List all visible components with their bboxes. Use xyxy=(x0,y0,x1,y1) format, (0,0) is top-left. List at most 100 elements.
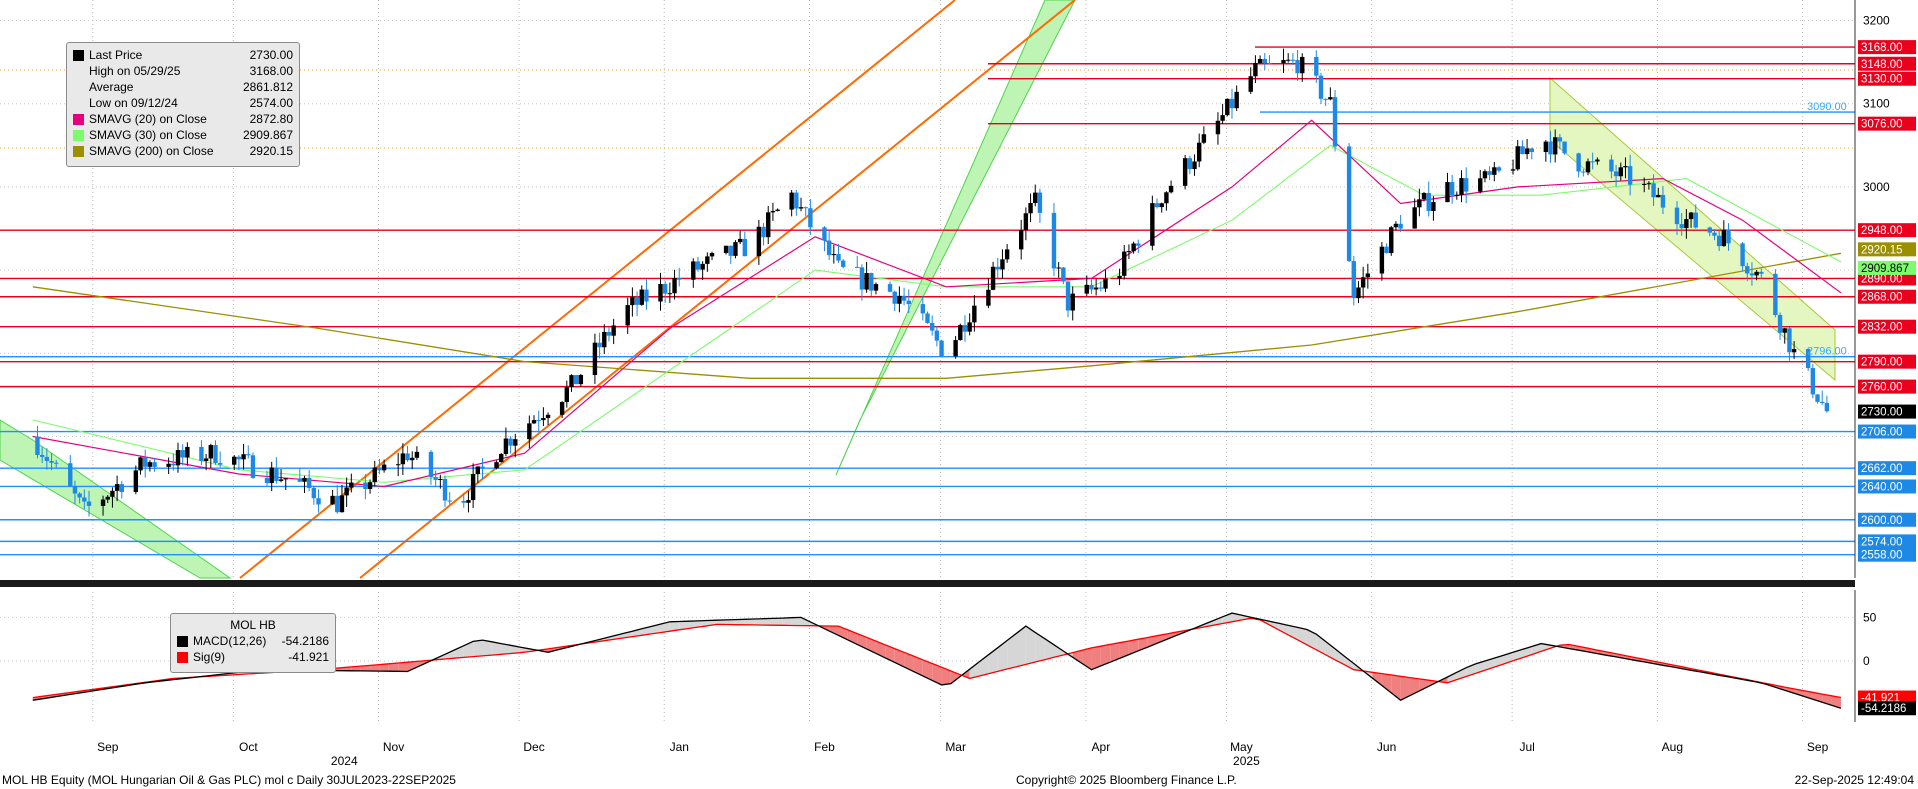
candle-body xyxy=(414,451,420,458)
macd-histogram-fill xyxy=(501,643,511,655)
price-axis: 3200 3100 3000 3168.00 3148.00 3130.00 3090.00… xyxy=(1807,0,1916,722)
candle-body xyxy=(105,496,110,500)
candle-body xyxy=(1777,314,1783,333)
candle-body xyxy=(1754,271,1759,276)
legend-value: 2730.00 xyxy=(249,48,293,62)
candle-body xyxy=(1023,213,1029,231)
level-tag: 3076.00 xyxy=(1861,119,1903,131)
candle-body xyxy=(1759,271,1764,274)
candle-body xyxy=(1051,212,1057,269)
macd-histogram-fill xyxy=(1400,676,1410,701)
candle-body xyxy=(513,439,518,446)
candle-body xyxy=(367,482,373,490)
candle-body xyxy=(171,463,176,466)
macd-histogram-fill xyxy=(829,626,839,636)
candle-body xyxy=(1684,219,1689,229)
candlesticks xyxy=(35,48,1830,517)
candle-body xyxy=(133,470,139,493)
candle-body xyxy=(1553,137,1558,155)
legend-label: SMAVG (20) on Close xyxy=(89,112,207,126)
candle-body xyxy=(1182,158,1188,186)
level-tag: 2640.00 xyxy=(1861,481,1903,493)
candle-body xyxy=(695,261,701,270)
candle-body xyxy=(892,291,897,304)
month-label: Nov xyxy=(383,740,404,754)
candle-body xyxy=(44,456,50,461)
candle-body xyxy=(1721,229,1727,247)
candle-body xyxy=(1529,148,1534,153)
price-legend: Last Price 2730.00 High on 05/29/25 3168.00… xyxy=(66,42,300,167)
macd-histogram-fill xyxy=(660,621,670,633)
candle-body xyxy=(1454,194,1460,196)
macd-histogram-fill xyxy=(904,652,914,672)
candle-body xyxy=(1417,199,1422,208)
candle-body xyxy=(995,266,1000,270)
candle-body xyxy=(114,484,120,491)
candle-body xyxy=(208,445,213,459)
candle-body xyxy=(1749,273,1755,276)
macd-tick-label: 50 xyxy=(1863,610,1877,624)
level-tag: 2832.00 xyxy=(1861,322,1903,334)
candle-body xyxy=(1524,148,1530,155)
macd-legend: MOL HB MACD(12,26) -54.2186 Sig(9) -41.921 xyxy=(170,613,336,673)
macd-histogram-fill xyxy=(782,617,792,626)
candle-body xyxy=(86,501,92,506)
candle-body xyxy=(709,253,715,257)
candle-body xyxy=(592,342,598,376)
candle-body xyxy=(316,498,321,505)
candle-body xyxy=(691,261,696,280)
macd-histogram-fill xyxy=(726,619,736,625)
macd-histogram-fill xyxy=(1035,632,1045,663)
trend-line-upper xyxy=(239,0,956,579)
candle-body xyxy=(499,453,504,463)
candle-body xyxy=(761,226,766,238)
level-note: 3090.00 xyxy=(1807,101,1847,113)
candle-body xyxy=(335,495,340,513)
candle-body xyxy=(49,460,54,463)
candle-body xyxy=(82,497,87,502)
macd-tag-bg xyxy=(1858,690,1916,705)
candle-body xyxy=(789,192,794,210)
candle-body xyxy=(1651,183,1656,198)
candle-body xyxy=(1618,167,1623,177)
candle-body xyxy=(395,464,401,466)
candle-body xyxy=(311,487,317,499)
candle-body xyxy=(1154,203,1160,208)
legend-swatch xyxy=(73,98,84,109)
legend-value: 2909.867 xyxy=(242,128,293,142)
candle-body xyxy=(990,266,996,290)
candle-body xyxy=(100,499,106,506)
candle-body xyxy=(1267,63,1272,65)
macd-histogram-fill xyxy=(1625,655,1635,661)
candle-body xyxy=(1126,251,1132,253)
candle-body xyxy=(1412,207,1417,229)
candle-body xyxy=(1562,141,1567,154)
level-tag-bg xyxy=(1858,512,1916,527)
candle-body xyxy=(1642,184,1647,186)
macd-histogram-fill xyxy=(801,617,811,626)
macd-histogram-fill xyxy=(913,656,923,676)
level-tag: 2790.00 xyxy=(1861,357,1903,369)
candle-body xyxy=(1679,224,1684,229)
candle-body xyxy=(536,420,541,422)
candle-body xyxy=(958,325,963,341)
legend-swatch xyxy=(73,113,84,125)
macd-legend-title: MOL HB xyxy=(230,618,276,632)
candle-body xyxy=(480,466,485,469)
candle-body xyxy=(438,478,443,480)
macd-histogram-fill xyxy=(370,664,380,672)
legend-label: High on 05/29/25 xyxy=(89,64,181,78)
level-tag: 2760.00 xyxy=(1861,382,1903,394)
candle-body xyxy=(1018,230,1024,250)
candle-body xyxy=(1515,146,1520,170)
candle-body xyxy=(461,500,466,503)
macd-legend-label: MACD(12,26) xyxy=(193,634,267,648)
legend-swatch xyxy=(73,145,84,157)
candle-body xyxy=(1300,56,1305,74)
candle-body xyxy=(175,450,181,466)
candle-body xyxy=(1122,251,1127,276)
candle-body xyxy=(1815,394,1820,402)
candle-body xyxy=(1557,137,1563,142)
candle-body xyxy=(602,331,607,348)
macd-histogram-fill xyxy=(979,654,989,677)
